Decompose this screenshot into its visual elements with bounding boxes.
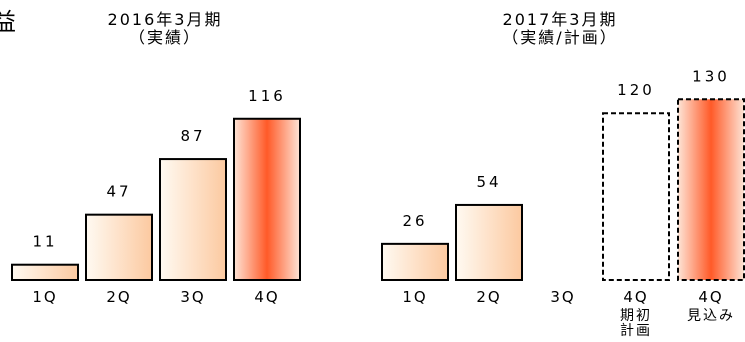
tick-label-p1-4: 4Q xyxy=(254,288,279,306)
panel2-title: 2017年3月期 （実績/計画） xyxy=(470,11,650,47)
value-label-p1-3: 87 xyxy=(180,127,205,145)
bar-p1-1 xyxy=(11,263,79,281)
cropped-heading-glyph: 益 xyxy=(0,8,16,36)
value-label-p1-4: 116 xyxy=(248,87,286,105)
value-label-p2-1: 26 xyxy=(402,212,427,230)
tick-label-p2-5: 4Q xyxy=(698,288,723,306)
panel2-title-line1: 2017年3月期 xyxy=(502,10,618,29)
tick-label-p1-2: 2Q xyxy=(106,288,131,306)
bar-p1-2 xyxy=(85,213,153,281)
value-label-p2-5: 130 xyxy=(692,67,730,85)
tick-label-p1-1: 1Q xyxy=(32,288,57,306)
bar-p2-2 xyxy=(455,203,523,281)
tick-label-p2-4: 4Q xyxy=(623,288,648,306)
tick-label-p2-3: 3Q xyxy=(550,288,575,306)
value-label-p2-4: 120 xyxy=(617,81,655,99)
value-label-p2-2: 54 xyxy=(476,173,501,191)
value-label-p1-1: 11 xyxy=(32,233,57,251)
panel1-title-line2: （実績） xyxy=(128,28,201,47)
tick-sublabel-p2-5-1: 見込み xyxy=(687,308,735,324)
panel1-title: 2016年3月期 （実績） xyxy=(75,11,255,47)
panel1-title-line1: 2016年3月期 xyxy=(107,10,223,29)
tick-label-p1-3: 3Q xyxy=(180,288,205,306)
value-label-p1-2: 47 xyxy=(106,183,131,201)
bar-p2-4 xyxy=(602,112,670,281)
tick-label-p2-1: 1Q xyxy=(402,288,427,306)
bar-p1-4 xyxy=(233,117,301,282)
tick-sublabel-p2-4-2: 計画 xyxy=(620,323,652,339)
tick-sublabel-p2-4-1: 期初 xyxy=(620,307,652,324)
bar-p2-1 xyxy=(381,242,449,281)
bar-p2-5 xyxy=(677,98,745,281)
panel2-title-line2: （実績/計画） xyxy=(502,28,618,47)
tick-label-p2-2: 2Q xyxy=(476,288,501,306)
bar-p1-3 xyxy=(159,158,227,282)
